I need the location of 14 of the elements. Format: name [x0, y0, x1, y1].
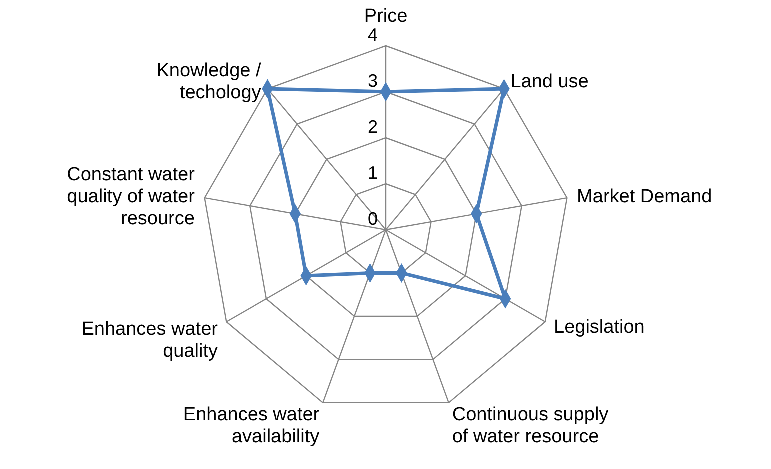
spoke-label: Land use	[510, 71, 589, 92]
y-tick-label: 3	[368, 71, 378, 91]
y-tick-label: 1	[368, 163, 378, 183]
spoke-label: Legislation	[554, 317, 645, 338]
y-tick-label: 0	[368, 209, 378, 229]
y-tick-label: 2	[368, 117, 378, 137]
spoke-label: Market Demand	[577, 186, 712, 208]
spoke-label: Enhances water quality	[82, 319, 219, 362]
spoke-label: Continuous supply of water resource	[452, 404, 610, 448]
spoke-label: Price	[364, 6, 408, 27]
y-tick-label: 4	[368, 25, 378, 45]
spoke-label: Knowledge / techology	[156, 60, 262, 104]
spoke-label: Enhances water availability	[183, 404, 320, 448]
spoke-label: Constant water quality of water resource	[67, 164, 196, 230]
